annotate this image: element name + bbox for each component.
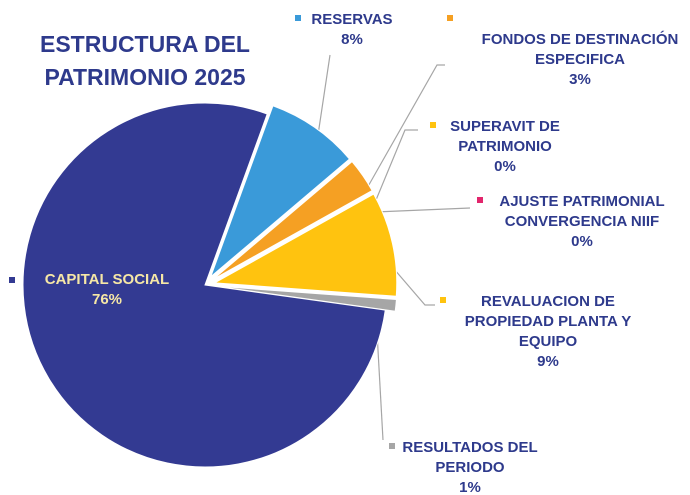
chart-title: ESTRUCTURA DEL PATRIMONIO 2025	[40, 31, 250, 90]
category-label: AJUSTE PATRIMONIAL CONVERGENCIA NIIF	[499, 193, 665, 230]
slice-label: RESULTADOS DEL PERIODO 1%	[385, 438, 555, 495]
leader-line	[365, 64, 445, 191]
leader-line	[387, 261, 435, 306]
value-label: 3%	[569, 71, 591, 88]
pie-slice	[209, 105, 351, 279]
pie-slice	[22, 102, 386, 468]
category-label: RESERVAS	[311, 11, 393, 28]
value-label: 8%	[341, 31, 363, 48]
slice-label: SUPERAVIT DE PATRIMONIO 0%	[430, 117, 580, 177]
legend-marker	[430, 122, 436, 128]
legend-marker	[9, 277, 15, 283]
value-label: 9%	[537, 353, 559, 370]
slice-label: CAPITAL SOCIAL 76%	[7, 270, 207, 310]
legend-marker	[389, 443, 395, 449]
value-label: 0%	[571, 233, 593, 250]
category-label: RESULTADOS DEL PERIODO	[402, 439, 538, 476]
slice-label: AJUSTE PATRIMONIAL CONVERGENCIA NIIF 0%	[482, 192, 682, 252]
value-label: 1%	[459, 479, 481, 495]
leader-line	[375, 207, 471, 213]
value-label: 76%	[91, 291, 123, 308]
slice-label: RESERVAS 8%	[292, 10, 412, 50]
slice-label: REVALUACION DE PROPIEDAD PLANTA Y EQUIPO…	[448, 292, 648, 372]
leader-line	[317, 54, 331, 136]
category-label: SUPERAVIT DE PATRIMONIO	[450, 118, 560, 155]
category-label: FONDOS DE DESTINACIÓN ESPECIFICA	[481, 31, 679, 68]
leader-line	[375, 129, 418, 201]
slice-label: FONDOS DE DESTINACIÓN ESPECIFICA 3%	[465, 30, 690, 90]
category-label: CAPITAL SOCIAL	[44, 271, 170, 288]
pie-slice	[213, 193, 398, 297]
leader-line	[376, 331, 384, 441]
pie-slice	[212, 160, 373, 280]
value-label: 0%	[494, 158, 516, 175]
legend-marker	[477, 197, 483, 203]
legend-marker	[440, 297, 446, 303]
category-label: REVALUACION DE PROPIEDAD PLANTA Y EQUIPO	[464, 293, 632, 350]
legend-marker	[295, 15, 301, 21]
legend-marker	[447, 15, 453, 21]
